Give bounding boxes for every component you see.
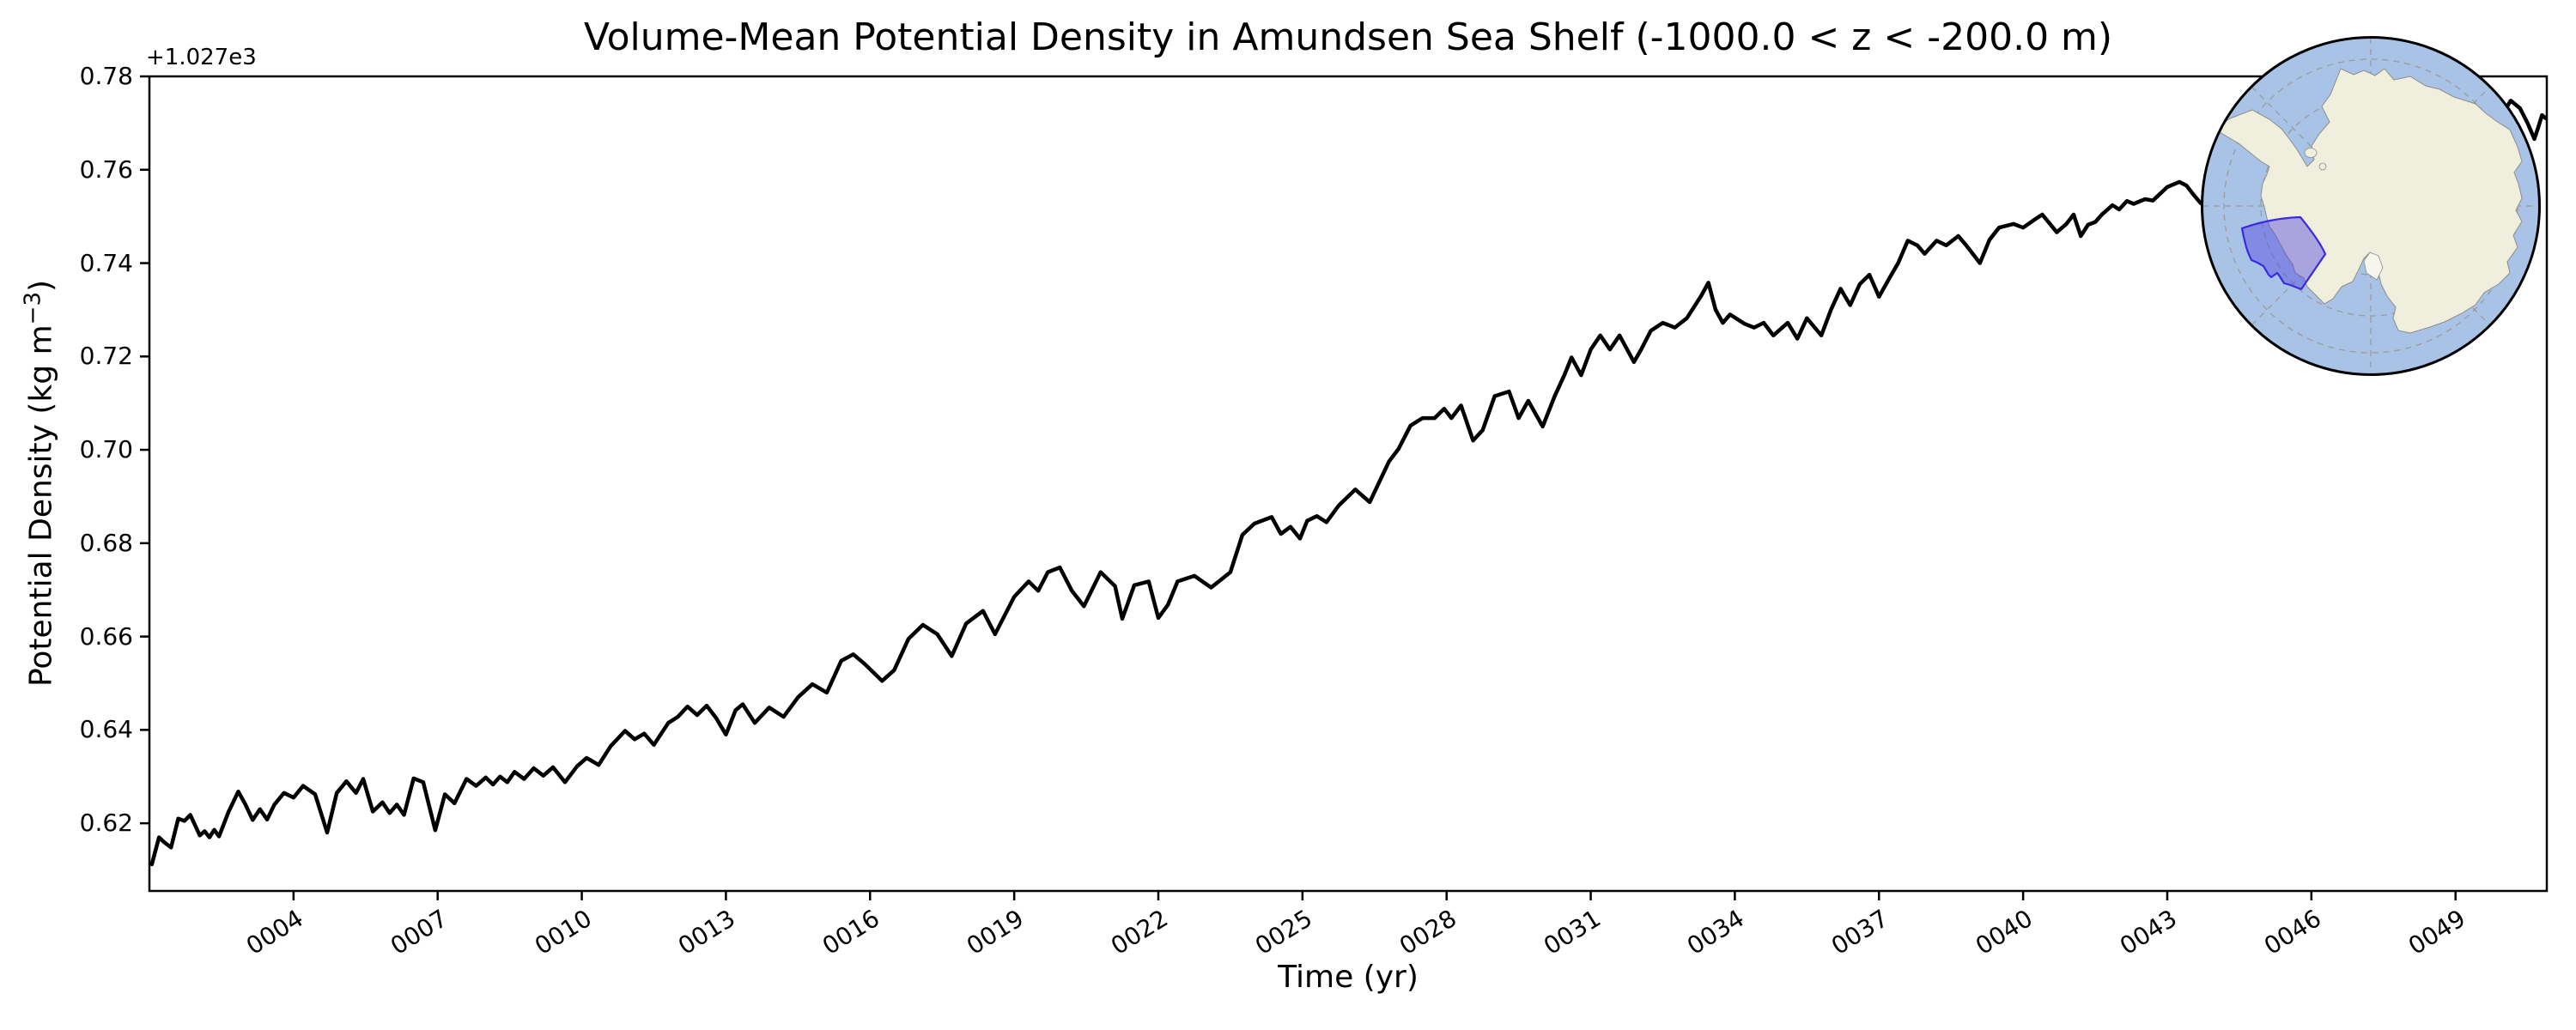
- y-tick-label: 0.64: [79, 715, 133, 744]
- y-tick-label: 0.72: [79, 342, 133, 371]
- amundsen-shelf-region-highlight: [2240, 215, 2327, 291]
- berkner-island: [2304, 148, 2318, 158]
- curve-layer: [149, 99, 2549, 867]
- ross-ice-shelf: [2363, 251, 2384, 281]
- axes-spines: [148, 75, 2549, 893]
- y-tick-label: 0.78: [79, 62, 133, 90]
- y-axis-offset-label: +1.027e3: [146, 45, 257, 70]
- density-time-series-line: [149, 99, 2549, 867]
- y-tick-label: 0.66: [79, 621, 133, 651]
- antarctica-landmass: [2214, 68, 2523, 334]
- map-border-circle: [2201, 36, 2541, 376]
- y-tick-label: 0.68: [79, 528, 133, 557]
- x-tick-marks: [292, 892, 2457, 900]
- y-tick-label: 0.76: [79, 154, 133, 184]
- y-tick-label: 0.70: [79, 435, 133, 464]
- y-tick-label: 0.74: [79, 248, 133, 277]
- antarctica-inset-map: [2201, 36, 2541, 376]
- y-tick-label: 0.62: [79, 809, 133, 838]
- chart-title: Volume-Mean Potential Density in Amundse…: [583, 15, 2113, 59]
- x-axis-label: Time (yr): [1278, 960, 1419, 995]
- y-tick-marks: [140, 75, 149, 825]
- axes-layer: [140, 75, 2549, 900]
- small-island: [2318, 162, 2327, 171]
